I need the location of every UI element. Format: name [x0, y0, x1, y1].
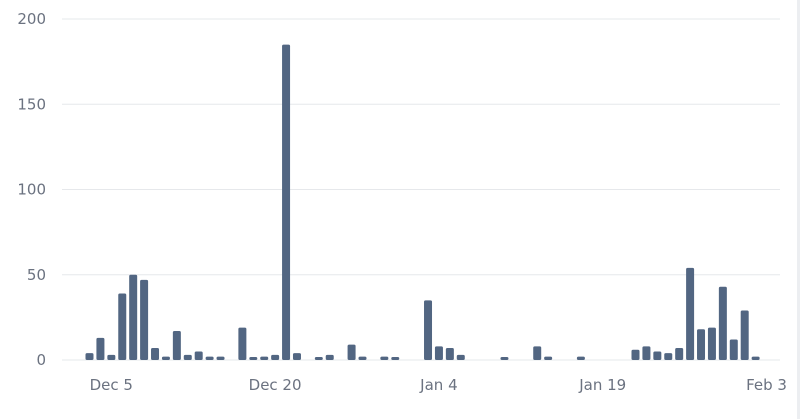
bar: [129, 274, 138, 360]
x-axis-ticks: Dec 5 Dec 20 Jan 4 Jan 19 Feb 3: [90, 376, 787, 394]
gridlines: [62, 18, 780, 361]
bar: [718, 286, 727, 360]
y-tick-label: 100: [17, 181, 46, 199]
x-tick-label: Jan 4: [419, 376, 457, 394]
bar: [183, 354, 192, 360]
bar: [282, 44, 291, 360]
bar: [544, 356, 553, 360]
bar: [380, 356, 389, 360]
bar: [216, 356, 225, 360]
bar: [96, 337, 105, 360]
x-tick-label: Feb 3: [746, 376, 787, 394]
bar: [238, 327, 247, 360]
bar: [172, 331, 181, 360]
x-tick-label: Dec 20: [249, 376, 302, 394]
bar: [456, 354, 465, 360]
bar: [260, 356, 269, 360]
bar: [358, 356, 367, 360]
bar: [151, 348, 160, 360]
bar: [205, 356, 214, 360]
bar: [434, 346, 443, 360]
bar: [631, 349, 640, 360]
y-tick-label: 200: [17, 10, 46, 28]
bar: [533, 346, 542, 360]
x-tick-label: Jan 19: [578, 376, 626, 394]
bar: [740, 310, 749, 360]
bar: [697, 329, 706, 360]
y-axis-ticks: 0 50 100 150 200: [17, 10, 46, 369]
y-tick-label: 0: [36, 351, 46, 369]
bar: [314, 357, 323, 360]
bar: [729, 339, 738, 360]
bar: [292, 353, 301, 360]
bar: [576, 356, 585, 360]
y-tick-label: 50: [27, 266, 46, 284]
bar: [347, 344, 356, 360]
bar: [500, 357, 509, 360]
bar: [424, 300, 433, 360]
bar: [642, 346, 651, 360]
bar: [85, 353, 94, 360]
bar: [249, 357, 258, 360]
bar: [445, 348, 454, 360]
bar: [675, 348, 684, 360]
bar: [161, 356, 170, 360]
bar: [707, 327, 716, 360]
bar: [664, 353, 673, 360]
bar: [751, 356, 760, 360]
bar: [653, 351, 662, 360]
bar: [391, 357, 400, 360]
panel-edge: [797, 0, 800, 419]
bar: [271, 354, 280, 360]
bar: [118, 293, 127, 360]
y-tick-label: 150: [17, 95, 46, 113]
bars: [85, 44, 760, 360]
bar: [140, 279, 149, 360]
x-tick-label: Dec 5: [90, 376, 133, 394]
bar: [107, 354, 116, 360]
bar: [686, 267, 695, 360]
bar: [325, 354, 334, 360]
bar: [194, 351, 203, 360]
